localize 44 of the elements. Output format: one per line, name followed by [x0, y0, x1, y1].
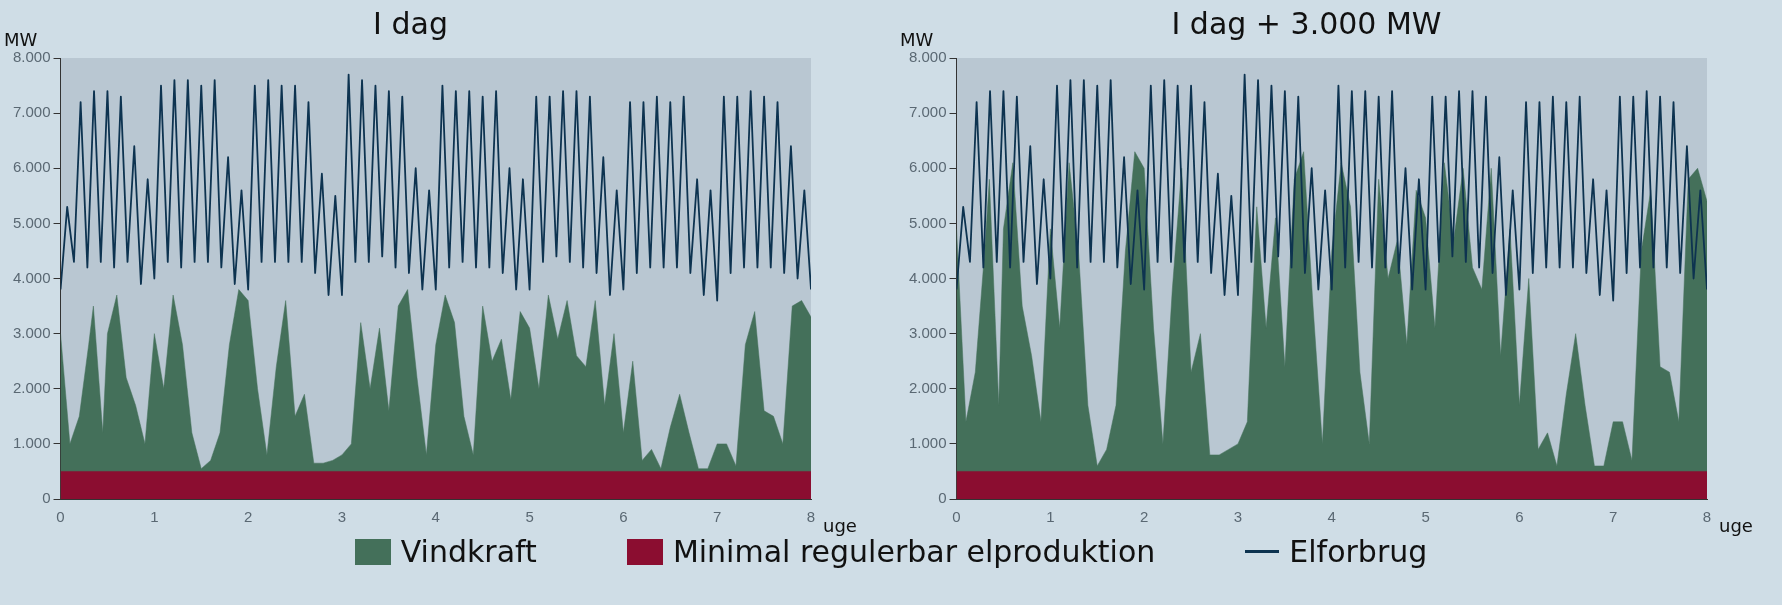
y-tick-label: 5.000 — [12, 213, 51, 231]
x-tick-label: 3 — [1233, 508, 1243, 526]
y-tick-label: 6.000 — [12, 158, 51, 176]
legend-label: Vindkraft — [400, 534, 537, 569]
x-tick-label: 6 — [1515, 508, 1524, 526]
x-tick-label: 4 — [1327, 508, 1336, 526]
x-tick-label: 5 — [525, 508, 534, 526]
x-tick-label: 7 — [713, 508, 722, 526]
y-tick-label: 0 — [938, 489, 947, 507]
y-axis-title: MW — [899, 28, 934, 50]
y-tick-label: 6.000 — [908, 158, 947, 176]
y-tick-label: 1.000 — [908, 434, 947, 452]
x-tick-label: 2 — [243, 508, 253, 526]
y-tick-label: 5.000 — [908, 213, 947, 231]
x-tick-label: 1 — [150, 508, 159, 526]
x-tick-label: 8 — [1702, 508, 1712, 526]
x-tick-label: 1 — [1046, 508, 1055, 526]
x-tick-label: 4 — [431, 508, 440, 526]
y-tick-label: 0 — [42, 489, 51, 507]
x-tick-label: 2 — [1139, 508, 1149, 526]
y-tick-label: 3.000 — [908, 323, 947, 341]
y-tick-label: 7.000 — [908, 103, 947, 121]
y-tick-label: 4.000 — [908, 268, 947, 286]
y-tick-label: 8.000 — [12, 48, 51, 66]
y-tick-label: 2.000 — [908, 378, 947, 396]
x-tick-label: 8 — [806, 508, 816, 526]
y-axis-title: MW — [3, 28, 38, 50]
y-tick-label: 4.000 — [12, 268, 51, 286]
x-axis-title: uge — [823, 515, 857, 537]
x-tick-label: 0 — [952, 508, 961, 526]
x-tick-label: 5 — [1421, 508, 1430, 526]
y-tick-label: 3.000 — [12, 323, 51, 341]
chart-title: I dag + 3.000 MW — [1171, 5, 1442, 41]
legend-label: Elforbrug — [1289, 534, 1428, 569]
x-tick-label: 3 — [337, 508, 347, 526]
y-tick-label: 8.000 — [908, 48, 947, 66]
chart-title: I dag — [373, 5, 448, 41]
x-tick-label: 7 — [1609, 508, 1618, 526]
y-tick-label: 1.000 — [12, 434, 51, 452]
x-axis-title: uge — [1719, 515, 1753, 537]
x-tick-label: 6 — [619, 508, 628, 526]
y-tick-label: 2.000 — [12, 378, 51, 396]
x-tick-label: 0 — [56, 508, 65, 526]
y-tick-label: 7.000 — [12, 103, 51, 121]
